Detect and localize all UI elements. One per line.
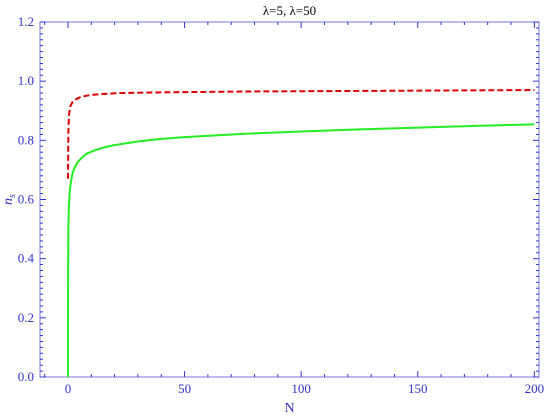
series-line-1 [66,89,535,179]
x-tick-label: 100 [291,381,311,396]
axis-ticks [40,21,539,378]
plot-frame [39,21,540,378]
y-tick-label: 0.6 [18,192,35,207]
y-axis-label-subscript: s [7,194,18,198]
y-tick-label: 1.0 [18,73,34,88]
x-tick-label: 200 [525,381,545,396]
y-tick-label: 0.8 [18,132,34,147]
y-tick-label: 0.2 [18,310,34,325]
y-axis-label: ns [1,194,18,205]
x-tick-label: 150 [408,381,428,396]
y-axis-label-main: n [1,198,16,205]
y-tick-label: 1.2 [18,14,34,29]
y-tick-label: 0.4 [18,251,35,266]
series-group [66,89,535,378]
series-line-2 [66,123,535,378]
chart-title: λ=5, λ=50 [263,3,316,18]
x-axis-label: N [284,401,294,416]
y-tick-label: 0.0 [18,369,34,384]
axis-tick-labels: 0 50 100 150 200 0.0 0.2 0.4 0.6 0.8 1.0 1.2 [18,14,544,396]
x-tick-label: 0 [65,381,72,396]
x-tick-label: 50 [178,381,191,396]
